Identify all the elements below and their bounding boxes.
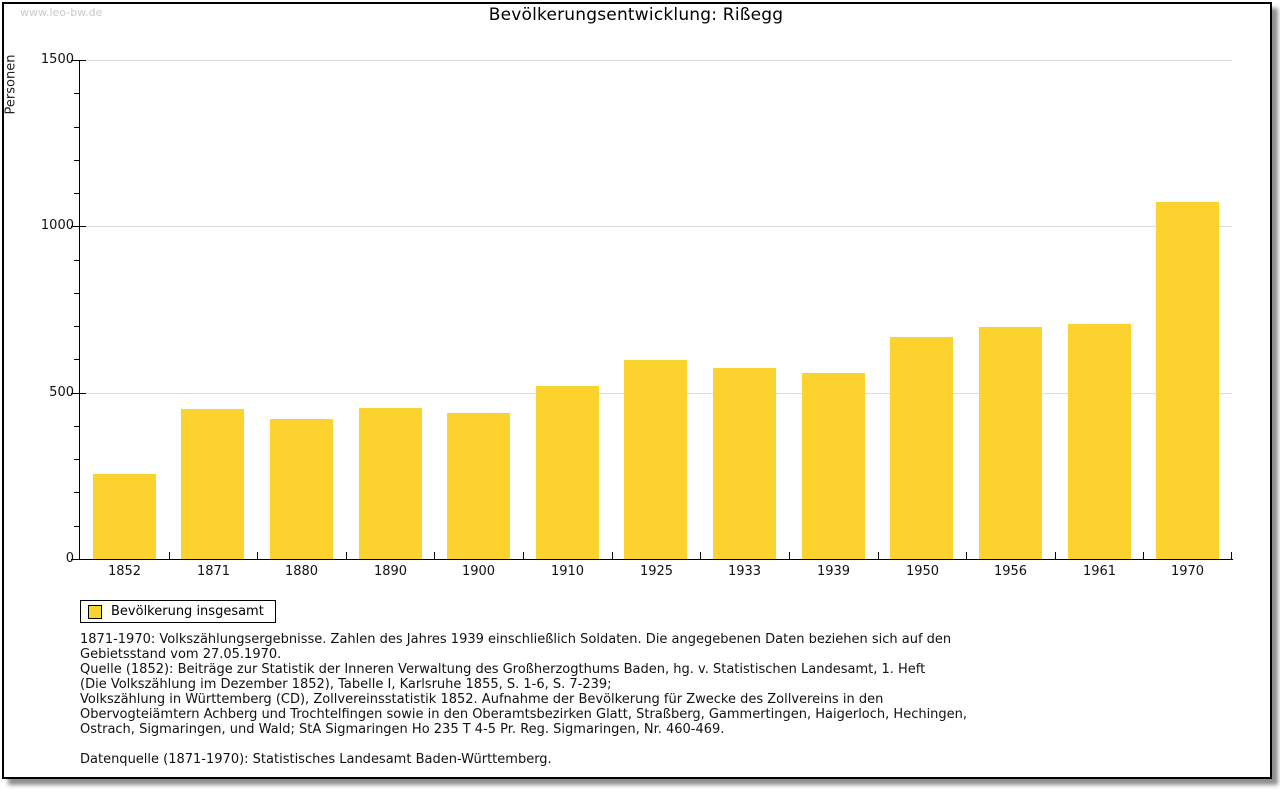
- source-notes: 1871-1970: Volkszählungsergebnisse. Zahl…: [80, 632, 967, 737]
- footnote-line: Quelle (1852): Beiträge zur Statistik de…: [80, 662, 926, 677]
- bar-1890: [359, 408, 422, 559]
- y-major-tick: [71, 393, 79, 394]
- bar-1852: [93, 474, 156, 559]
- plot-area: [80, 60, 1232, 559]
- chart-title: Bevölkerungsentwicklung: Rißegg: [488, 5, 784, 25]
- x-axis-tick: [789, 552, 790, 559]
- bar-1961: [1068, 324, 1131, 559]
- y-minor-tick: [74, 426, 79, 427]
- gridline-1000: [80, 226, 1232, 227]
- legend-swatch-icon: [88, 604, 102, 619]
- y-minor-tick: [74, 193, 79, 194]
- footnote-line: Ostrach, Sigmaringen, und Wald; StA Sigm…: [80, 722, 725, 737]
- footnotes: 1871-1970: Volkszählungsergebnisse. Zahl…: [80, 632, 967, 767]
- watermark: www.leo-bw.de: [20, 6, 103, 19]
- footnote-line: Gebietsstand vom 27.05.1970.: [80, 647, 282, 662]
- y-major-tick-inner: [80, 393, 86, 394]
- x-axis-tick: [1055, 552, 1056, 559]
- bar-1970: [1156, 202, 1219, 559]
- y-tick-label: 500: [49, 385, 74, 400]
- x-axis-tick: [700, 552, 701, 559]
- bar-1900: [447, 413, 510, 559]
- y-minor-tick: [74, 359, 79, 360]
- y-major-tick-inner: [80, 559, 86, 560]
- footnote-line: (Die Volkszählung im Dezember 1852), Tab…: [80, 677, 612, 692]
- x-tick-label: 1933: [727, 564, 762, 579]
- x-axis-tick: [169, 552, 170, 559]
- y-minor-tick: [74, 526, 79, 527]
- x-tick-label: 1900: [461, 564, 496, 579]
- y-minor-tick: [74, 293, 79, 294]
- footnote-line: Obervogteiämtern Achberg und Trochtelfin…: [80, 707, 968, 722]
- y-axis-line: [79, 60, 80, 560]
- y-minor-tick: [74, 127, 79, 128]
- y-minor-tick: [74, 260, 79, 261]
- footnote-line: Volkszählung in Württemberg (CD), Zollve…: [80, 692, 884, 707]
- x-axis-tick: [966, 552, 967, 559]
- x-axis-tick: [523, 552, 524, 559]
- y-major-tick: [71, 60, 79, 61]
- datasource-note: Datenquelle (1871-1970): Statistisches L…: [80, 752, 552, 767]
- y-major-tick-inner: [80, 60, 86, 61]
- bar-1939: [802, 373, 865, 559]
- legend-label: Bevölkerung insgesamt: [111, 604, 264, 619]
- x-tick-label: 1970: [1170, 564, 1205, 579]
- x-axis-line: [79, 559, 1233, 560]
- gridline-1500: [80, 60, 1232, 61]
- x-axis-tick: [434, 552, 435, 559]
- x-axis-tick: [1143, 552, 1144, 559]
- footnote-spacer: [80, 737, 967, 752]
- x-axis-end-tick: [1231, 552, 1232, 559]
- y-major-tick: [71, 559, 79, 560]
- bar-1933: [713, 368, 776, 559]
- x-tick-label: 1939: [816, 564, 851, 579]
- x-axis-tick: [612, 552, 613, 559]
- bar-1871: [181, 409, 244, 559]
- x-tick-label: 1925: [639, 564, 674, 579]
- y-minor-tick: [74, 459, 79, 460]
- footnote-line: 1871-1970: Volkszählungsergebnisse. Zahl…: [80, 632, 952, 647]
- y-tick-label: 1000: [40, 218, 74, 233]
- x-tick-label: 1950: [905, 564, 940, 579]
- bar-1950: [890, 337, 953, 559]
- x-axis-tick: [346, 552, 347, 559]
- x-tick-label: 1852: [107, 564, 142, 579]
- y-minor-tick: [74, 160, 79, 161]
- y-minor-tick: [74, 492, 79, 493]
- bar-1910: [536, 386, 599, 559]
- y-major-tick-inner: [80, 226, 86, 227]
- y-tick-label: 0: [65, 551, 74, 566]
- y-tick-label: 1500: [40, 52, 74, 67]
- x-tick-label: 1910: [550, 564, 585, 579]
- bar-1956: [979, 327, 1042, 559]
- y-minor-tick: [74, 326, 79, 327]
- bar-1880: [270, 419, 333, 559]
- x-tick-label: 1871: [196, 564, 231, 579]
- x-axis-tick: [257, 552, 258, 559]
- x-tick-label: 1880: [284, 564, 319, 579]
- y-minor-tick: [74, 93, 79, 94]
- y-major-tick: [71, 226, 79, 227]
- x-tick-label: 1956: [993, 564, 1028, 579]
- x-tick-label: 1890: [373, 564, 408, 579]
- x-tick-label: 1961: [1082, 564, 1117, 579]
- bar-1925: [624, 360, 687, 559]
- legend: Bevölkerung insgesamt: [80, 600, 276, 623]
- x-axis-tick: [878, 552, 879, 559]
